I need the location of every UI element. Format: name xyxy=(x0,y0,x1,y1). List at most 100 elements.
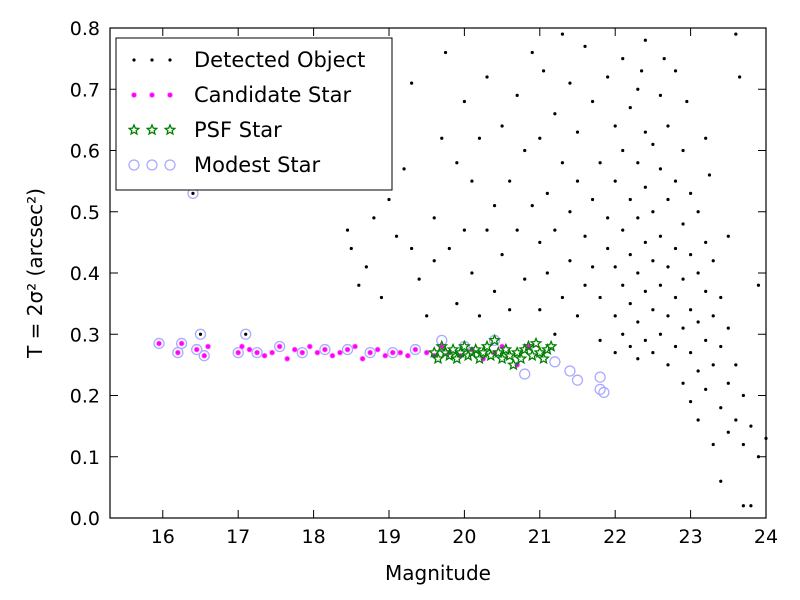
detected-object-point xyxy=(643,130,647,134)
detected-object-point xyxy=(726,381,730,385)
y-tick-label: 0.6 xyxy=(70,141,100,163)
detected-object-point xyxy=(636,320,640,324)
detected-object-point xyxy=(500,124,504,128)
detected-object-point xyxy=(628,302,632,306)
candidate-star-point xyxy=(291,346,298,353)
modest-star-point xyxy=(594,371,606,383)
detected-object-point xyxy=(726,326,730,330)
y-tick-label: 0.2 xyxy=(70,386,100,408)
detected-object-point xyxy=(711,363,715,367)
detected-object-point xyxy=(704,240,708,244)
psf-star-point xyxy=(510,345,524,359)
detected-object-point xyxy=(628,197,632,202)
candidate-star-point xyxy=(397,349,404,356)
modest-star-point xyxy=(198,350,210,362)
detected-object-point xyxy=(553,332,557,336)
detected-object-point xyxy=(191,191,195,195)
modest-star-point xyxy=(341,343,354,356)
candidate-star-point xyxy=(205,343,211,350)
detected-object-point xyxy=(492,204,497,208)
detected-object-point xyxy=(628,344,632,349)
detected-object-point xyxy=(425,314,429,318)
detected-object-point xyxy=(357,283,361,287)
y-tick-label: 0.4 xyxy=(70,263,100,285)
psf-star-point xyxy=(446,342,460,355)
x-tick-label: 19 xyxy=(377,526,401,548)
detected-object-point xyxy=(704,136,708,140)
detected-object-point xyxy=(688,253,693,257)
candidate-star-point xyxy=(239,343,245,350)
detected-object-point xyxy=(198,332,203,336)
detected-object-point xyxy=(696,418,700,422)
detected-object-point xyxy=(349,246,353,251)
detected-object-point xyxy=(666,363,670,367)
candidate-star-point xyxy=(337,349,343,356)
modest-star-point xyxy=(598,386,610,399)
candidate-star-point xyxy=(382,352,389,359)
modest-star-point xyxy=(519,368,531,380)
detected-object-point xyxy=(455,161,459,165)
detected-object-point xyxy=(726,234,730,238)
psf-star-point xyxy=(473,352,486,365)
detected-object-point xyxy=(613,314,617,318)
y-tick-label: 0.0 xyxy=(70,508,100,530)
detected-object-point xyxy=(432,216,436,220)
detected-object-point xyxy=(583,44,587,48)
detected-object-point xyxy=(643,240,647,244)
detected-object-point xyxy=(741,393,745,398)
psf-star-point xyxy=(544,339,558,352)
legend-marker xyxy=(146,159,158,171)
detected-object-point xyxy=(696,320,700,324)
y-axis-label: T = 2σ² (arcsec²) xyxy=(23,188,47,359)
detected-object-point xyxy=(719,406,723,410)
psf-star-point xyxy=(495,352,509,365)
detected-object-point xyxy=(756,283,761,287)
candidate-star-point xyxy=(322,346,328,353)
modest-star-point xyxy=(594,383,606,396)
detected-object-point xyxy=(711,314,715,318)
psf-star-point xyxy=(454,345,467,359)
detected-object-point xyxy=(598,338,602,342)
modest-star-point xyxy=(364,346,376,359)
candidate-star-point xyxy=(193,346,200,353)
detected-object-point xyxy=(704,289,708,293)
legend-marker xyxy=(132,58,136,62)
detected-object-point xyxy=(545,191,549,195)
legend-label: Modest Star xyxy=(194,153,320,177)
legend-marker xyxy=(149,92,155,98)
detected-object-point xyxy=(673,344,678,349)
x-tick-label: 21 xyxy=(528,526,552,548)
detected-object-point xyxy=(402,167,406,171)
detected-object-point xyxy=(410,246,414,251)
detected-object-point xyxy=(477,136,482,140)
modest-star-point xyxy=(240,328,252,340)
detected-object-point xyxy=(666,124,670,128)
detected-object-point xyxy=(606,216,610,220)
y-tick-label: 0.8 xyxy=(70,18,100,40)
detected-object-point xyxy=(704,387,708,391)
detected-object-point xyxy=(590,265,595,269)
detected-object-point xyxy=(688,191,693,195)
detected-object-point xyxy=(643,338,647,342)
psf-star-point xyxy=(458,339,471,352)
detected-object-point xyxy=(575,179,580,183)
y-tick-label: 0.5 xyxy=(70,202,100,224)
detected-object-point xyxy=(553,112,557,116)
detected-object-point xyxy=(598,161,602,165)
modest-star-point xyxy=(194,328,207,340)
detected-object-point xyxy=(726,430,730,434)
psf-star-point xyxy=(514,352,528,365)
x-tick-label: 22 xyxy=(603,526,627,548)
legend-label: Detected Object xyxy=(194,48,365,72)
candidate-star-point xyxy=(367,349,373,356)
psf-star-point xyxy=(431,352,445,365)
detected-object-point xyxy=(560,161,565,165)
detected-object-point xyxy=(379,295,384,300)
candidate-star-point xyxy=(389,349,396,356)
legend-marker xyxy=(127,123,141,136)
detected-object-point xyxy=(639,69,644,73)
detected-object-point xyxy=(681,148,685,153)
psf-star-point xyxy=(529,336,543,349)
candidate-star-point xyxy=(284,355,290,362)
psf-star-point xyxy=(488,333,501,346)
